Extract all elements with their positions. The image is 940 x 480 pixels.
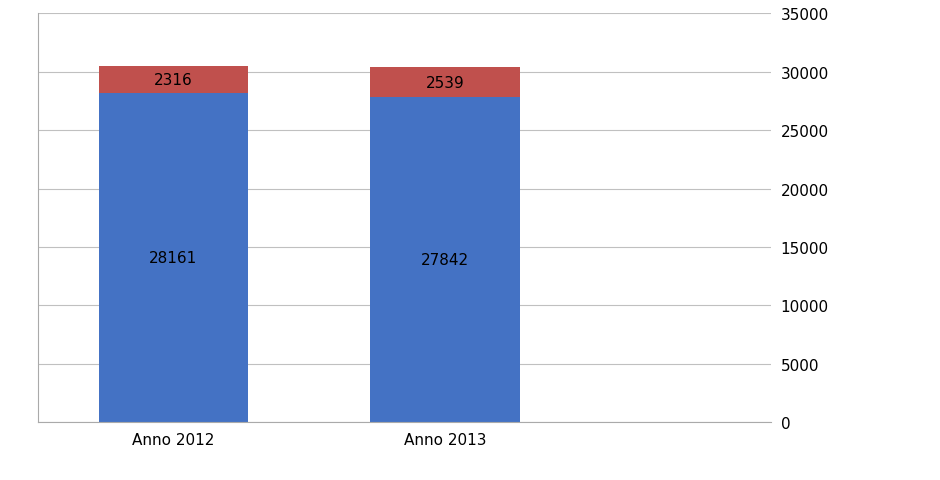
Text: 27842: 27842: [421, 252, 469, 268]
Text: 2539: 2539: [426, 75, 464, 91]
Text: 28161: 28161: [149, 251, 197, 266]
Bar: [99, 94, 248, 422]
Bar: [370, 98, 520, 422]
Text: 2316: 2316: [154, 73, 193, 88]
Bar: [99, 67, 248, 94]
Bar: [370, 68, 520, 98]
